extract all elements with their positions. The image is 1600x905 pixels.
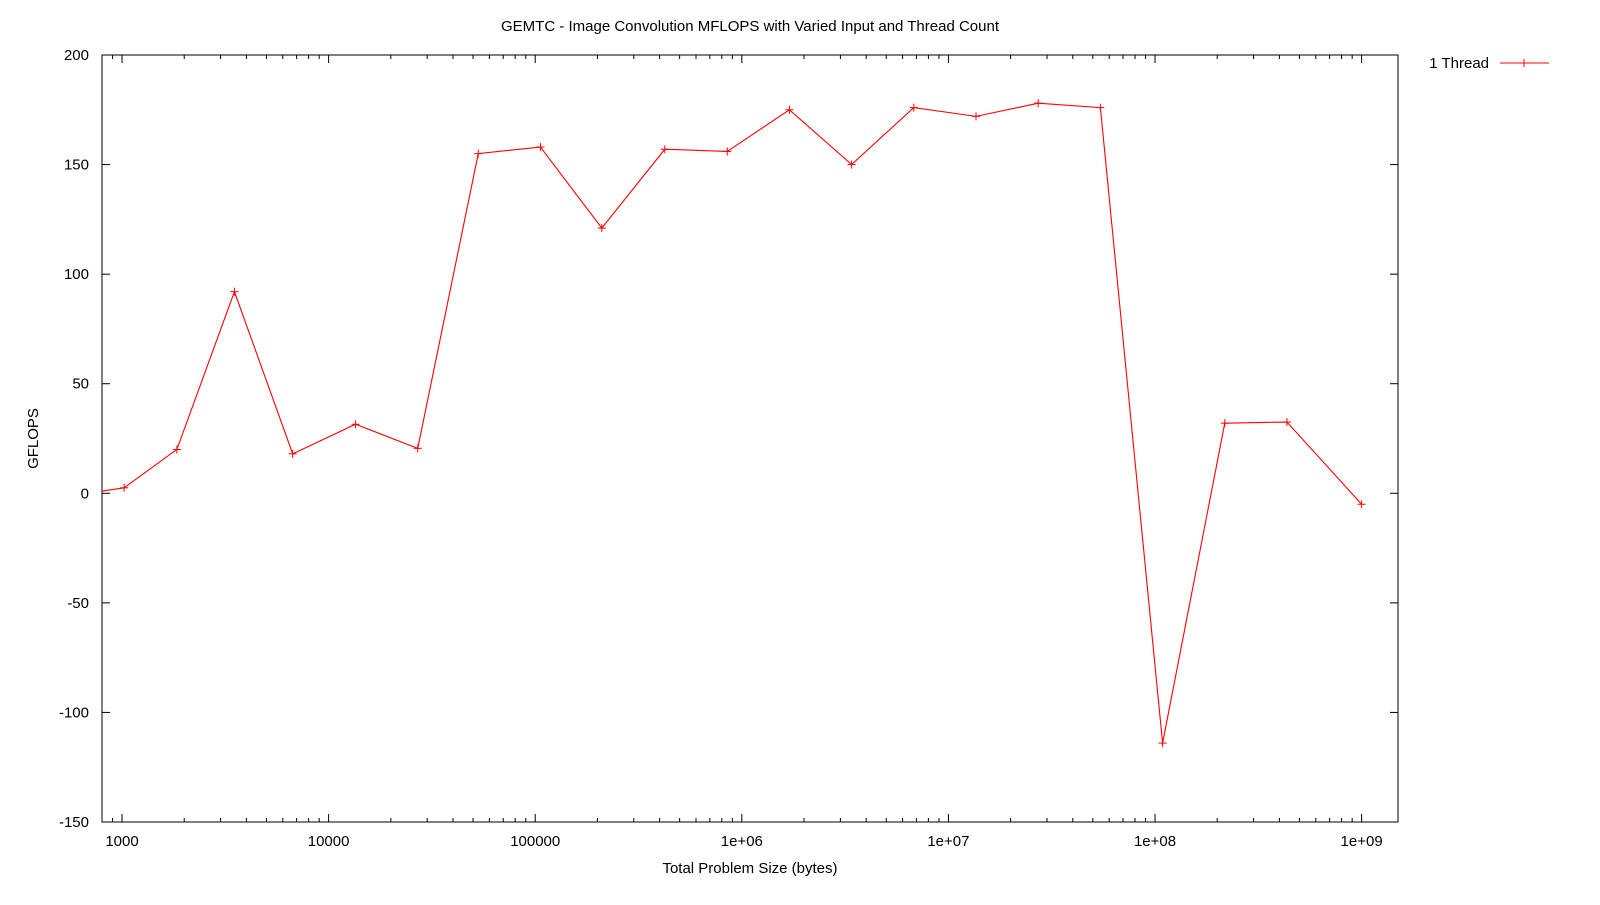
plot-frame [101, 54, 1399, 823]
x-tick-label: 100000 [510, 833, 560, 850]
x-tick-label: 1000 [105, 833, 138, 850]
y-tick-label: 150 [64, 157, 89, 174]
data-point-marker [1282, 418, 1291, 427]
legend-swatch-marker [1520, 59, 1528, 67]
x-tick-label: 1e+06 [721, 833, 763, 850]
data-point-marker [230, 287, 239, 296]
data-point-marker [847, 160, 856, 169]
data-point-marker [723, 147, 732, 156]
data-point-marker [1357, 500, 1366, 509]
series-line [101, 102, 1363, 744]
y-tick-label: -150 [59, 814, 89, 831]
plot-border [101, 54, 1399, 823]
data-point-marker [1034, 99, 1043, 108]
legend-label: 1 Thread [1429, 55, 1489, 72]
data-point-marker [660, 145, 669, 154]
y-tick-label: 200 [64, 47, 89, 64]
data-point-marker [597, 224, 606, 233]
data-point-marker [172, 445, 181, 454]
series-layer [101, 99, 1366, 748]
y-tick-label: 50 [72, 376, 89, 393]
y-tick-label: 0 [81, 485, 89, 502]
data-point-marker [413, 444, 422, 453]
y-tick-label: 100 [64, 266, 89, 283]
y-tick-label: -50 [67, 595, 89, 612]
y-axis: 200 150 100 50 0 -50 -100 -150 [59, 47, 1398, 831]
data-point-marker [536, 143, 545, 152]
data-point-marker [1158, 739, 1167, 748]
x-tick-label: 1e+07 [927, 833, 969, 850]
data-point-marker [972, 112, 981, 121]
data-point-marker [351, 420, 360, 429]
x-axis-label: Total Problem Size (bytes) [662, 860, 837, 877]
data-point-marker [1096, 103, 1105, 112]
data-point-marker [785, 105, 794, 114]
x-tick-label: 1e+08 [1134, 833, 1176, 850]
data-point-marker [288, 449, 297, 458]
chart-title: GEMTC - Image Convolution MFLOPS with Va… [501, 18, 1000, 35]
data-point-marker [474, 149, 483, 158]
legend: 1 Thread [1429, 55, 1549, 72]
series-1-thread [101, 99, 1366, 748]
x-tick-label: 10000 [308, 833, 350, 850]
data-point-marker [120, 483, 129, 492]
data-point-marker [1220, 419, 1229, 428]
data-point-marker [909, 103, 918, 112]
x-tick-label: 1e+09 [1341, 833, 1383, 850]
y-tick-label: -100 [59, 704, 89, 721]
y-axis-label: GFLOPS [25, 408, 42, 469]
x-axis: 1000 10000 100000 1e+06 1e+07 1e+08 1e+09 [105, 55, 1383, 850]
